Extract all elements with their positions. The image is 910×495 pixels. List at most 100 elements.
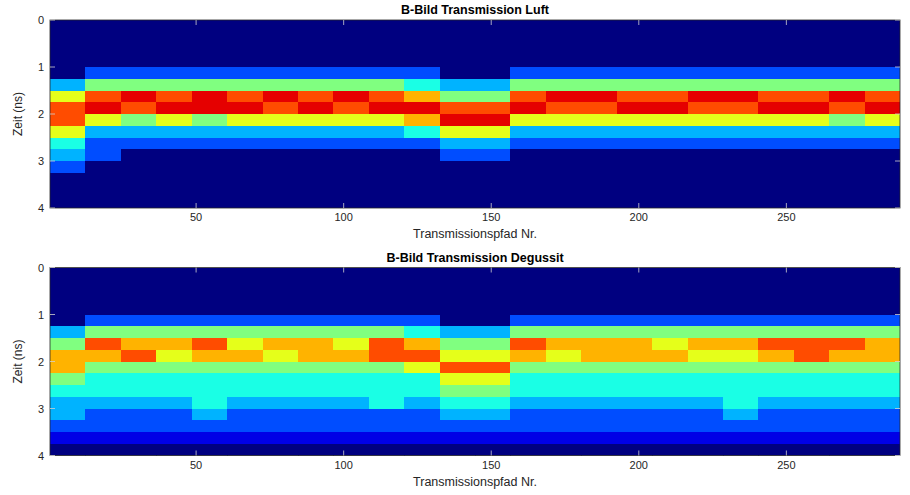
cell — [333, 161, 369, 173]
cell — [581, 315, 617, 327]
cell — [652, 444, 688, 456]
cell — [227, 397, 263, 409]
cell — [404, 196, 440, 208]
cell — [723, 67, 759, 79]
cell — [758, 326, 794, 338]
cell — [758, 444, 794, 456]
cell — [50, 79, 86, 91]
cell — [333, 114, 369, 126]
cell — [581, 149, 617, 161]
cell — [85, 409, 121, 421]
cell — [758, 385, 794, 397]
cell — [50, 32, 86, 44]
cell — [192, 420, 228, 432]
cell — [50, 67, 86, 79]
cell — [829, 20, 865, 32]
cell — [475, 149, 511, 161]
cell — [333, 126, 369, 138]
cell — [652, 409, 688, 421]
plot-frame — [50, 20, 900, 208]
cell — [794, 444, 830, 456]
cell — [723, 291, 759, 303]
cell — [50, 185, 86, 197]
cell — [829, 114, 865, 126]
cell — [617, 385, 653, 397]
cell — [758, 44, 794, 56]
cell — [227, 161, 263, 173]
cell — [333, 373, 369, 385]
cell — [829, 55, 865, 67]
cell — [369, 338, 405, 350]
cell — [369, 138, 405, 150]
cell — [475, 268, 511, 280]
cell — [758, 20, 794, 32]
cell — [227, 79, 263, 91]
cell — [546, 67, 582, 79]
cell — [50, 279, 86, 291]
cell — [617, 303, 653, 315]
cell — [333, 102, 369, 114]
cell — [156, 432, 192, 444]
cell — [192, 149, 228, 161]
cell — [794, 315, 830, 327]
cell — [581, 338, 617, 350]
cell — [227, 373, 263, 385]
cell — [723, 126, 759, 138]
cell — [688, 196, 724, 208]
cell — [688, 20, 724, 32]
cell — [85, 126, 121, 138]
cell — [298, 373, 334, 385]
cell — [652, 268, 688, 280]
y-tick-label: 0 — [38, 262, 44, 274]
x-tick — [491, 451, 492, 456]
cell — [192, 279, 228, 291]
y-tick — [895, 361, 900, 362]
cell — [50, 397, 86, 409]
cell — [85, 20, 121, 32]
cell — [475, 173, 511, 185]
cell — [156, 20, 192, 32]
cell — [723, 268, 759, 280]
cell — [794, 350, 830, 362]
cell — [581, 350, 617, 362]
cell — [440, 291, 476, 303]
cell — [440, 55, 476, 67]
cell — [85, 44, 121, 56]
cell — [192, 385, 228, 397]
cell — [758, 196, 794, 208]
y-tick — [895, 161, 900, 162]
cell — [298, 362, 334, 374]
cell — [546, 444, 582, 456]
cell — [865, 409, 900, 421]
cell — [546, 373, 582, 385]
cell — [404, 303, 440, 315]
cell — [617, 55, 653, 67]
cell — [298, 55, 334, 67]
cell — [475, 338, 511, 350]
cell — [758, 91, 794, 103]
cell — [652, 44, 688, 56]
cell — [156, 79, 192, 91]
cell — [688, 409, 724, 421]
cell — [50, 55, 86, 67]
cell — [546, 420, 582, 432]
cell — [723, 420, 759, 432]
cell — [440, 373, 476, 385]
x-tick — [491, 268, 492, 273]
cell — [510, 44, 546, 56]
cell — [617, 138, 653, 150]
cell — [723, 397, 759, 409]
cell — [369, 397, 405, 409]
cell — [758, 79, 794, 91]
cell — [758, 268, 794, 280]
cell — [85, 303, 121, 315]
y-tick — [50, 161, 55, 162]
cell — [298, 303, 334, 315]
cell — [333, 185, 369, 197]
y-tick-label: 2 — [38, 356, 44, 368]
x-tick — [638, 20, 639, 25]
y-tick — [895, 67, 900, 68]
cell — [546, 173, 582, 185]
cell — [546, 79, 582, 91]
cell — [369, 173, 405, 185]
